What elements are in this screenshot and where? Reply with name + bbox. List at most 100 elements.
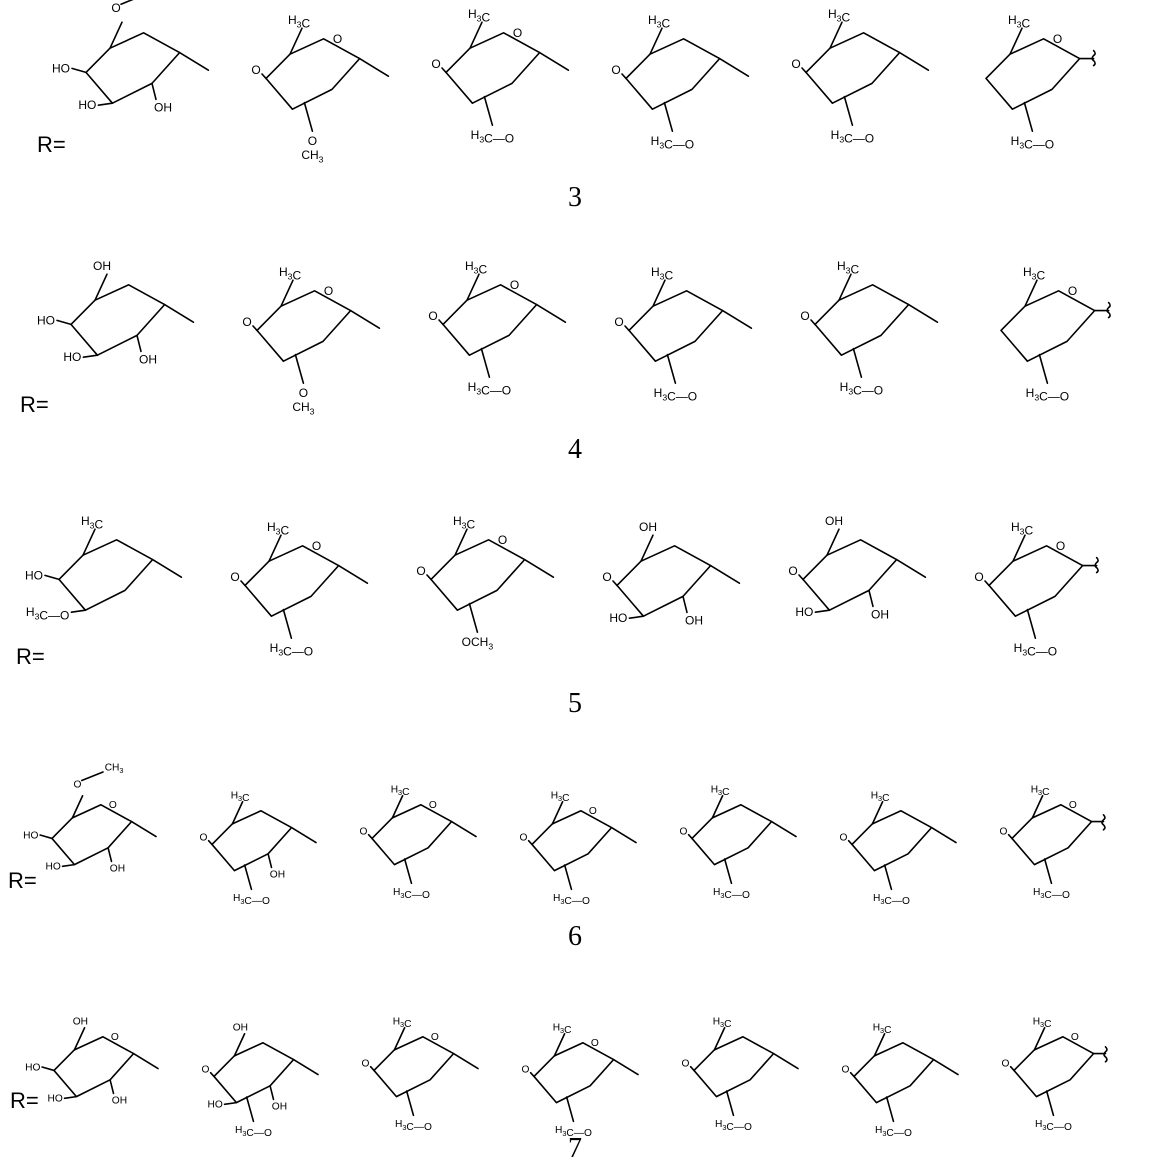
link-oxygen-label: O: [800, 309, 809, 323]
ring-4: [805, 31, 901, 104]
top-group-label: OH: [233, 1022, 248, 1033]
sugar-unit: H3C H3C—O O: [842, 1022, 959, 1139]
compound-structure-7: OH O HO HO OH OH HO OH H3C—O O H3C O H3C—O O H3C O H3C—O…: [0, 1012, 1171, 1139]
link-oxygen-label: O: [611, 63, 620, 77]
structure-drawing: O CH3 O HO HO OH H3C OH H3C—O O H3C O H3C—O O H3C O H3C—…: [23, 762, 1106, 907]
compound-structure-5: H3C HO H3C—O H3C O H3C—O O H3C O OCH3 O OH HO OH O OH HO…: [0, 514, 1171, 677]
top-group-label: H3C: [1023, 265, 1045, 282]
top-group-label: H3C: [1033, 1016, 1052, 1030]
left-group-label-2: H3C—O: [26, 605, 69, 622]
methoxy-label: H3C—O: [831, 128, 874, 145]
left-group-label-1: HO: [37, 313, 55, 327]
structure-drawing: H3C HO H3C—O H3C O H3C—O O H3C O OCH3 O OH HO OH O OH HO…: [25, 514, 1099, 659]
sugar-unit: OH O HO HO OH: [25, 1016, 159, 1107]
structure-drawing: OCH3HOHOOHH3COOCH3OH3COH3C—OOH3CH3C—OOH3…: [52, 0, 1096, 165]
tail-oxygen-label: O: [74, 779, 82, 790]
left-group-label-1: HO: [52, 61, 70, 75]
link-oxygen-label: O: [614, 315, 623, 329]
link-oxygen-label: O: [360, 827, 368, 838]
sugar-unit: OH HO OH O: [788, 514, 927, 621]
ring-oxygen-label: O: [1053, 32, 1062, 46]
top-group-label: H3C: [1011, 520, 1033, 537]
sugar-unit: H3C O H3C—O O: [362, 1016, 479, 1133]
methoxy-tail-label: CH3: [301, 148, 323, 164]
compound-structure-6: O CH3 O HO HO OH H3C OH H3C—O O H3C O H3C—O O H3C O H3C—…: [0, 762, 1171, 907]
link-oxygen-label: O: [230, 570, 239, 584]
left-group-label-1: HO: [25, 1062, 40, 1073]
methoxy-tail-label: CH3: [292, 400, 314, 416]
top-group-label: OH: [639, 520, 657, 534]
methoxy-label: H3C—O: [233, 893, 270, 907]
methoxy-label: H3C—O: [555, 1125, 592, 1139]
sugar-unit: H3C O H3C—O: [1000, 265, 1111, 404]
methoxy-label: H3C—O: [1035, 1119, 1072, 1133]
sugar-unit: H3C H3C—O O: [680, 784, 797, 901]
compound-structure-4: OH HO HO OH H3C O O CH3 O H3C O H3C—O O H3C H3C—O O H3C H…: [0, 259, 1171, 422]
bottom-group-label: OH: [110, 864, 125, 875]
link-oxygen-label: O: [682, 1059, 690, 1070]
bottom-group-label: OH: [270, 870, 285, 881]
left-group-label-1: HO: [23, 830, 38, 841]
ring-5: [988, 545, 1084, 617]
methoxy-label: H3C—O: [713, 887, 750, 901]
methoxy-label: H3C—O: [395, 1119, 432, 1133]
ring-2: [430, 539, 526, 611]
sugar-unit: OH HO HO OH: [37, 259, 195, 366]
left-group-label-2: HO: [78, 98, 96, 112]
link-oxygen-label: O: [251, 63, 260, 77]
bottom-group-label: OH: [154, 100, 172, 114]
compound-structure-3: OCH3HOHOOHH3COOCH3OH3COH3C—OOH3CH3C—OOH3…: [0, 0, 1171, 170]
ring-0: [85, 31, 181, 104]
link-oxygen-label: O: [520, 833, 528, 844]
top-group-label: H3C: [828, 7, 850, 24]
ring-oxygen-label: O: [431, 1032, 439, 1043]
top-group-label: H3C: [651, 265, 673, 282]
link-oxygen-label: O: [974, 570, 983, 584]
ring-4: [693, 1035, 775, 1098]
ring-2: [373, 1035, 455, 1098]
sugar-unit: OH HO OH O: [602, 520, 741, 627]
sugar-unit: H3C O H3C—O O: [520, 790, 637, 907]
compound-number: 4: [568, 434, 582, 465]
ring-oxygen-label: O: [333, 32, 342, 46]
top-group-label: OH: [825, 514, 843, 528]
ring-2: [442, 284, 538, 356]
link-oxygen-label: O: [202, 1065, 210, 1076]
ring-6: [1011, 803, 1093, 866]
ring-5: [985, 38, 1081, 110]
link-oxygen-label: O: [602, 570, 611, 584]
link-oxygen-label: O: [791, 57, 800, 71]
link-oxygen-label: O: [242, 315, 251, 329]
left-group-label-2: HO: [48, 1094, 63, 1105]
bottom-group-label: OH: [139, 352, 157, 366]
methoxy-label: H3C—O: [651, 134, 694, 151]
top-group-label: H3C: [231, 790, 250, 804]
methoxy-label: H3C—O: [553, 893, 590, 907]
ring-0: [51, 803, 133, 866]
bottom-group-label: OH: [871, 607, 889, 621]
ring-3: [531, 809, 613, 872]
sugar-unit: H3C H3C—O O: [840, 790, 957, 907]
methoxy-label: H3C—O: [1014, 641, 1057, 658]
top-group-label: H3C: [465, 259, 487, 276]
ring-5: [853, 1041, 935, 1104]
sugar-unit: H3C OH H3C—O O: [200, 790, 317, 907]
left-group-label-2: HO: [46, 862, 61, 873]
ring-4: [691, 803, 773, 866]
wavy-bond-icon: [1106, 301, 1111, 319]
top-group-label: CH3: [105, 762, 124, 775]
ring-oxygen-label: O: [109, 800, 117, 811]
ring-oxygen-label: O: [591, 1038, 599, 1049]
wavy-bond-icon: [1094, 556, 1099, 574]
bottom-group-label: OH: [272, 1102, 287, 1113]
link-oxygen-label: O: [431, 57, 440, 71]
ring-oxygen-label: O: [1071, 1032, 1079, 1043]
top-group-label: H3C: [453, 514, 475, 531]
left-group-label-2: HO: [63, 350, 81, 364]
link-oxygen-label: O: [1000, 827, 1008, 838]
bottom-group-label: OH: [112, 1096, 127, 1107]
ring-6: [1013, 1035, 1095, 1098]
left-group-label-2: HO: [795, 605, 813, 619]
